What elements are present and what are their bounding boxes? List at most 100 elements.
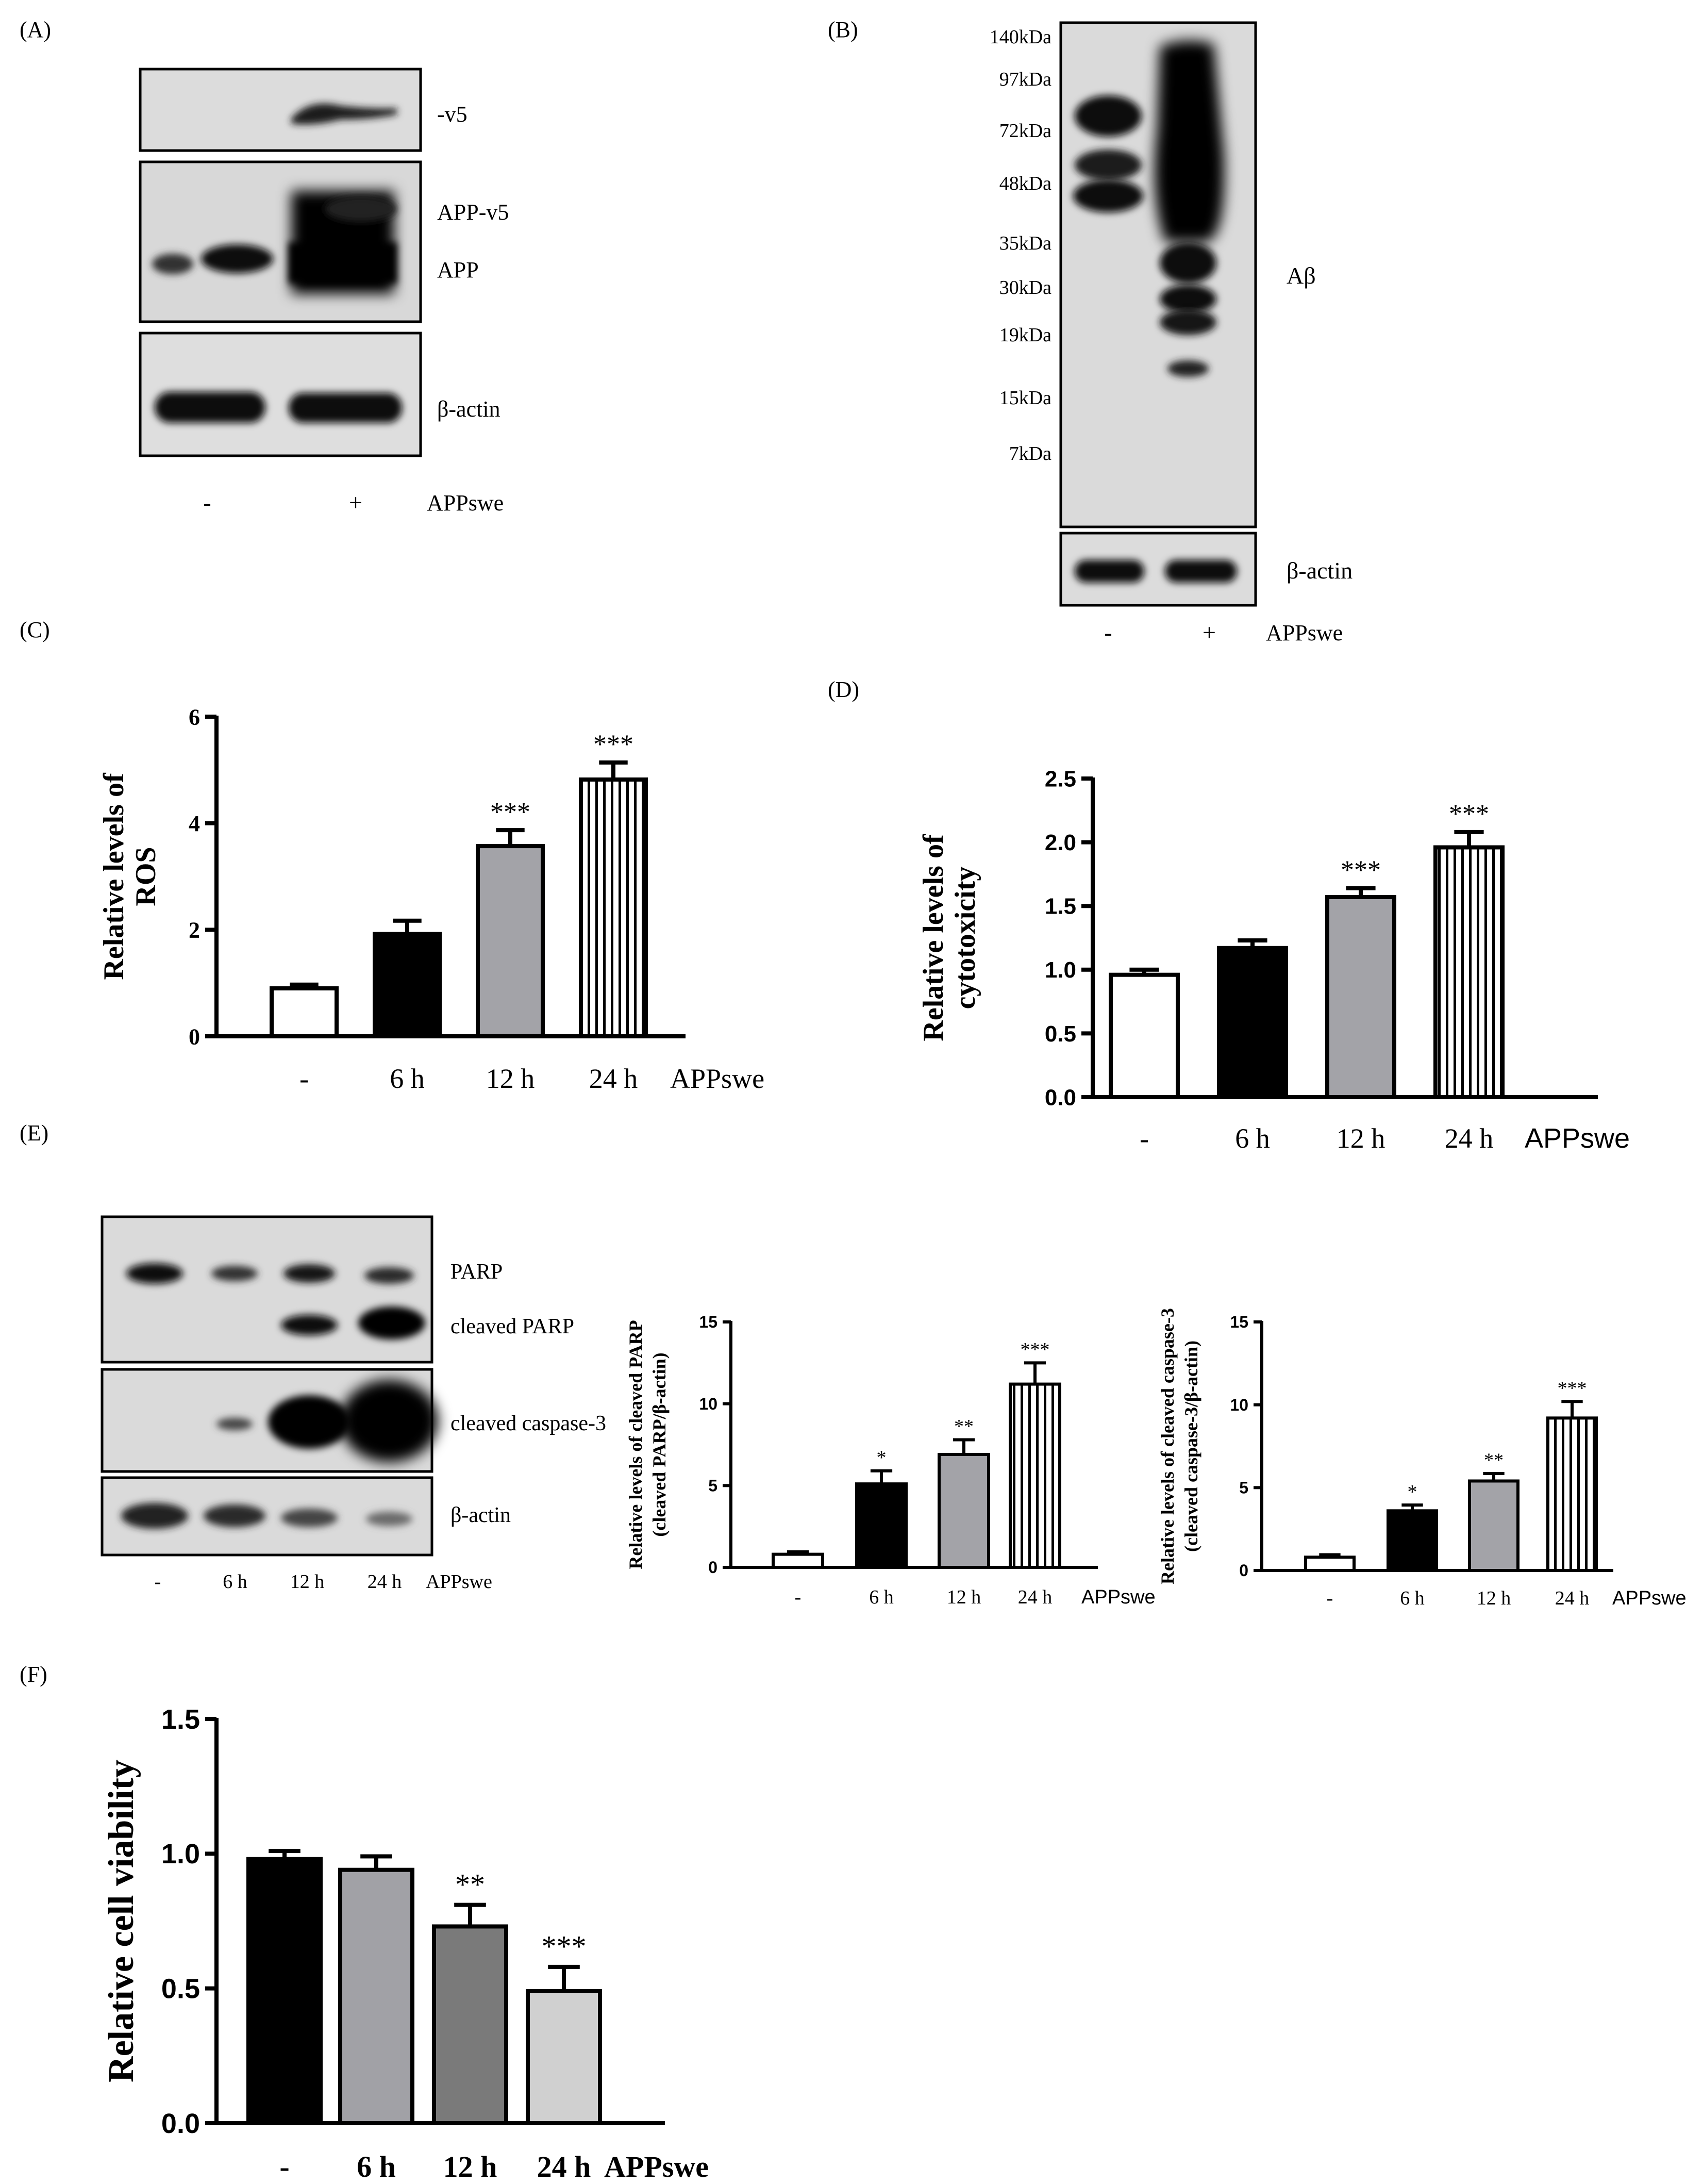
y-tick-label: 10 [699,1395,717,1413]
bar [526,1989,602,2125]
significance-label: ** [954,1416,974,1437]
bar [1217,946,1288,1099]
blot-e-lane-2: 12 h [290,1571,325,1593]
blot-a-label-v5: -v5 [437,102,468,127]
chart-c-ros: - 6 h *** 12 h *** 24 h 0 2 4 6 APPswe Relative lev… [98,704,764,1094]
chart-f-viability: - 6 h ** 12 h *** 24 h 0.0 0.5 1.0 1.5 APPswe Relat… [102,1704,709,2183]
y-axis-label: Relative levels of cleaved caspase-3 [1157,1308,1178,1584]
blot-e-label-actin: β-actin [450,1503,511,1527]
y-tick-label: 0 [1239,1561,1248,1580]
blot-e-condition: APPswe [426,1571,492,1593]
condition-label: APPswe [1081,1586,1156,1608]
blot-e-lane-1: 6 h [223,1571,247,1593]
significance-label: ** [455,1867,485,1901]
bar [579,777,648,1039]
blot-e-lane-3: 24 h [368,1571,402,1593]
condition-label: APPswe [1525,1123,1630,1154]
category-tick-label: 6 h [869,1586,894,1608]
bar [1109,972,1180,1099]
y-tick-label: 6 [189,704,200,730]
blot-a-strip-app [139,160,422,323]
y-tick-label: 0.5 [161,1974,200,2005]
y-tick-label: 5 [1239,1479,1248,1497]
y-tick-label: 2.0 [1045,830,1076,855]
category-tick-label: 24 h [1445,1123,1494,1154]
panel-letter-f: (F) [20,1662,47,1687]
category-tick-label: 6 h [1235,1123,1270,1154]
bar [1009,1382,1061,1569]
blot-a-strip-actin [139,332,422,457]
y-axis-label: Relative levels of [98,772,130,980]
condition-label: APPswe [1612,1587,1687,1609]
y-axis-label: (cleaved PARP/β-actin) [649,1352,670,1536]
y-tick-label: 4 [189,811,200,836]
bar [855,1482,908,1569]
marker-label: 15kDa [999,387,1051,409]
category-tick-label: 12 h [486,1063,535,1094]
bar [476,844,545,1038]
category-tick-label: 12 h [1477,1587,1511,1609]
category-tick-label: 24 h [1018,1586,1053,1608]
bar [338,1867,414,2126]
y-axis-label: Relative levels of cleaved PARP [625,1320,646,1569]
y-tick-label: 0 [708,1558,717,1577]
blot-b-lane-minus: - [1104,619,1112,646]
blot-b-condition: APPswe [1266,620,1343,646]
blot-e-label-parp: PARP [450,1260,503,1284]
blot-e-strip-parp [101,1215,433,1364]
bar [1387,1509,1438,1573]
blot-e-strip-caspase [101,1368,438,1473]
y-axis-label: (cleaved caspase-3/β-actin) [1181,1341,1201,1552]
y-tick-label: 1.5 [1045,894,1076,919]
blot-a-condition: APPswe [427,490,504,516]
blot-e-label-cleaved-caspase: cleaved caspase-3 [450,1412,606,1435]
marker-label: 7kDa [1009,443,1051,465]
bar [772,1552,824,1569]
blot-e-lane-0: - [155,1571,161,1593]
significance-label: ** [1484,1450,1504,1471]
blot-b-strip-actin [1059,532,1257,607]
chart-d-cytotoxicity: - 6 h *** 12 h *** 24 h 0.0 0.5 1.0 1.5 2.0 2.5 APPs… [917,766,1630,1154]
significance-label: *** [1558,1378,1587,1399]
category-tick-label: 12 h [1337,1123,1385,1154]
blot-a-label-app: APP [437,257,479,283]
bar [432,1924,508,2126]
condition-label: APPswe [670,1063,764,1094]
blot-e-strip-actin [101,1476,433,1557]
chart-e-cleaved-parp: - * 6 h ** 12 h *** 24 h 0 5 10 15 APPswe Relative l… [625,1313,1156,1608]
category-tick-label: 12 h [947,1586,981,1608]
y-axis-label: cytotoxicity [949,867,981,1010]
y-tick-label: 2.5 [1045,766,1076,791]
panel-letter-a: (A) [20,17,51,42]
blot-b-label-abeta: Aβ [1287,262,1316,289]
category-tick-label: 12 h [443,2150,497,2183]
bar [1546,1416,1598,1572]
blot-b-lane-plus: + [1203,619,1216,646]
y-axis-label: ROS [130,847,162,906]
significance-label: *** [1449,800,1489,829]
category-tick-label: - [279,2150,289,2183]
bar [1433,845,1505,1100]
panel-letter-b: (B) [828,17,858,42]
panel-letter-e: (E) [20,1120,48,1146]
bar [270,986,339,1038]
significance-label: *** [490,798,530,827]
category-tick-label: - [795,1586,802,1608]
marker-label: 48kDa [999,173,1051,194]
y-tick-label: 0.0 [1045,1085,1076,1110]
bar [938,1453,990,1569]
y-tick-label: 1.0 [161,1839,200,1869]
condition-label: APPswe [604,2150,709,2183]
bar [1325,895,1396,1099]
significance-label: *** [542,1930,587,1963]
bar [1468,1479,1520,1572]
bar [373,932,442,1038]
bar [246,1857,323,2125]
category-tick-label: 24 h [1555,1587,1590,1609]
category-tick-label: 6 h [390,1063,425,1094]
y-tick-label: 2 [189,918,200,943]
panel-letter-c: (C) [20,617,50,642]
y-tick-label: 0.0 [161,2108,200,2139]
category-tick-label: - [299,1063,309,1094]
